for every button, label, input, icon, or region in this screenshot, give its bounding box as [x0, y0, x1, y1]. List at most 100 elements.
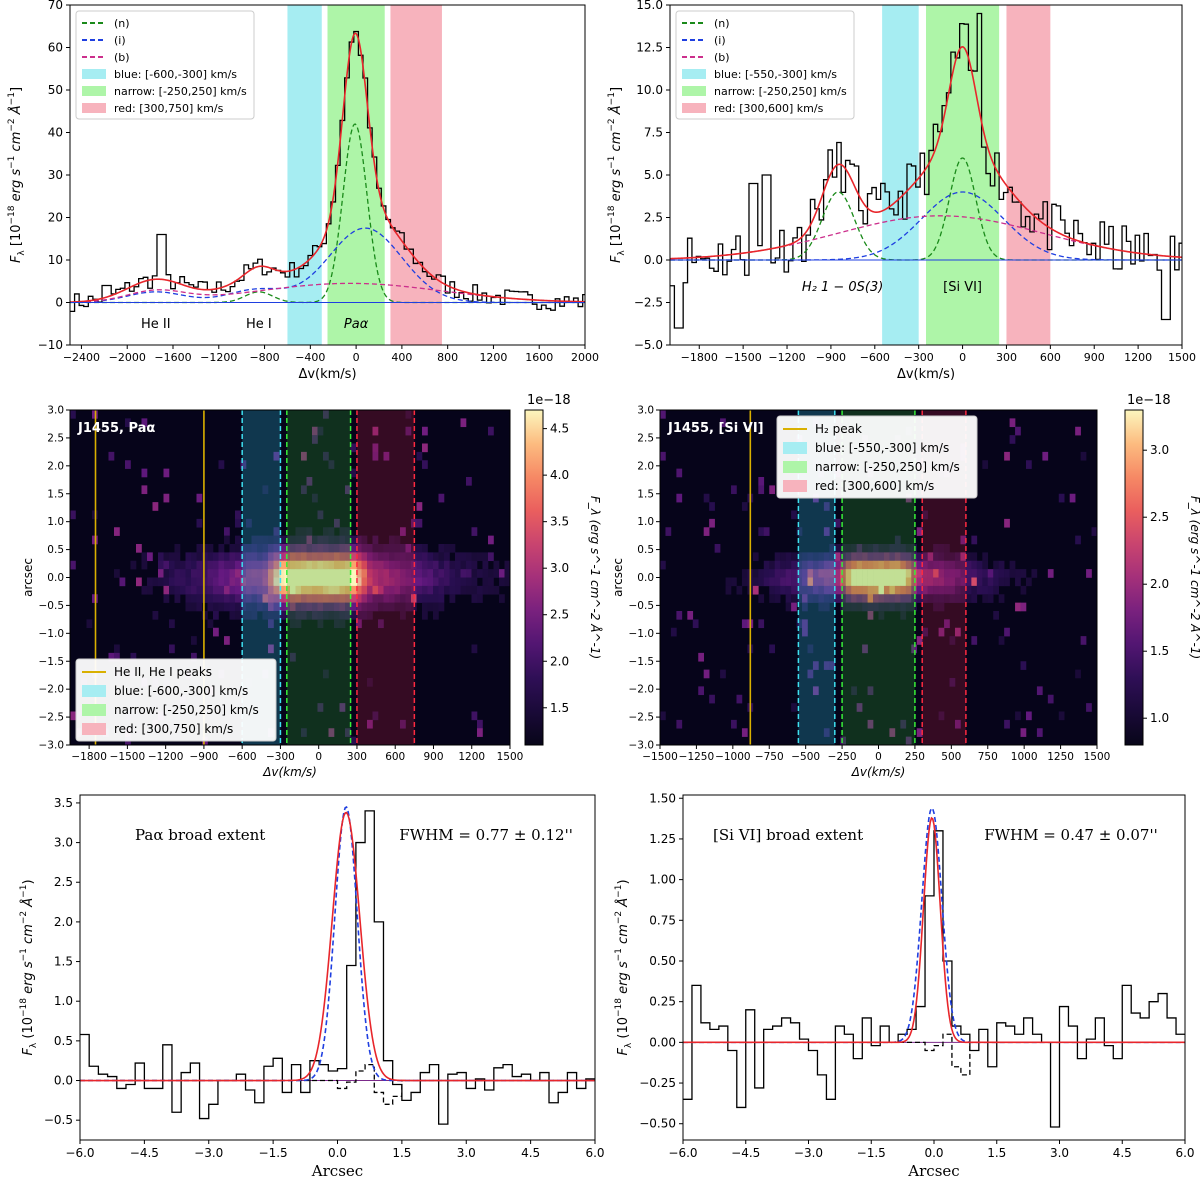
heatmap-cell [433, 569, 439, 578]
heatmap-cell [207, 560, 214, 570]
colorbar-exponent: 1e−18 [527, 393, 571, 408]
heatmap-cell [383, 585, 390, 595]
heatmap-cell [251, 602, 258, 612]
heatmap-cell [758, 527, 765, 536]
heatmap-cell [741, 728, 748, 737]
legend-label: narrow: [-250,250] km/s [114, 703, 259, 717]
heatmap-cell [856, 544, 863, 553]
x-tick-label: 1500 [1084, 751, 1111, 763]
heatmap-cell [769, 569, 776, 578]
heatmap-cell [829, 661, 836, 670]
heatmap-cell [372, 451, 379, 461]
heatmap-cell [1058, 493, 1065, 503]
heatmap-cell [894, 602, 901, 612]
heatmap-cell [438, 585, 445, 595]
y-tick-label: 3.5 [54, 796, 73, 810]
heatmap-cell [207, 602, 214, 612]
heatmap-cell [279, 611, 285, 620]
heatmap-cell [878, 560, 885, 570]
heatmap-cell [676, 493, 683, 503]
heatmap-cell [449, 560, 456, 570]
heatmap-cell [774, 569, 781, 578]
heatmap-cell [1069, 493, 1076, 503]
heatmap-cell [438, 577, 445, 587]
spatial-profile [80, 810, 595, 1125]
heatmap-cell [163, 493, 170, 503]
heatmap-cell [174, 569, 181, 578]
heatmap-cell [889, 577, 896, 587]
line-annotation: He I [246, 317, 272, 332]
heatmap-cell [455, 569, 461, 578]
heatmap-cell [251, 585, 258, 595]
heatmap-cell [147, 585, 153, 595]
heatmap-cell [449, 544, 456, 553]
heatmap-cell [758, 485, 765, 495]
x-tick-label: 1.5 [987, 1146, 1006, 1160]
legend-label: red: [300,750] km/s [114, 722, 233, 736]
heatmap-cell [873, 544, 879, 553]
heatmap-cell [987, 585, 994, 595]
heatmap-cell [279, 544, 285, 553]
heatmap-cell [361, 569, 368, 578]
heatmap-cell [317, 611, 324, 620]
heatmap-cell [769, 485, 776, 495]
heatmap-cell [323, 410, 329, 419]
heatmap-cell [301, 602, 307, 612]
heatmap-cell [758, 569, 765, 578]
heatmap-cell [1009, 418, 1016, 428]
heatmap-cell [361, 544, 368, 553]
heatmap-cell [818, 560, 825, 570]
y-tick-label: −2.0 [39, 684, 65, 696]
heatmap-cell [334, 577, 340, 587]
x-tick-label: −300 [904, 351, 934, 364]
heatmap-cell [191, 594, 197, 603]
ylabel-part: λ [617, 250, 627, 256]
heatmap-cell [438, 493, 445, 503]
heatmap-cell [944, 544, 950, 553]
heatmap-cell [229, 602, 236, 612]
heatmap-cell [460, 569, 467, 578]
heatmap-cell [196, 560, 203, 570]
heatmap-cell [427, 552, 434, 562]
heatmap-cell [878, 569, 885, 578]
heatmap-cell [152, 611, 159, 620]
heatmap-cell [944, 569, 950, 578]
heatmap-cell [987, 577, 994, 587]
x-tick-label: 1.5 [392, 1146, 411, 1160]
heatmap-cell [389, 560, 395, 570]
heatmap-cell [312, 577, 318, 587]
heatmap-cell [279, 560, 285, 570]
ylabel-part: −1 [7, 92, 17, 105]
heatmap-cell [268, 644, 274, 654]
heatmap-cell [328, 560, 335, 570]
heatmap-cell [883, 602, 890, 612]
legend-swatch [682, 103, 706, 113]
heatmap-cell [169, 585, 175, 595]
heatmap-cell [350, 443, 357, 453]
heatmap-cell [306, 560, 313, 570]
heatmap-cell [460, 552, 467, 562]
heatmap-cell [889, 594, 896, 603]
heatmap-cell [394, 585, 401, 595]
y-axis-label: arcsec [21, 558, 35, 597]
heatmap-cell [119, 577, 126, 587]
heatmap-cell [185, 569, 192, 578]
x-tick-label: −2400 [63, 351, 100, 364]
heatmap-cell [823, 728, 830, 737]
heatmap-cell [400, 585, 406, 595]
x-tick-label: 4.5 [521, 1146, 540, 1160]
heatmap-cell [339, 544, 346, 553]
heatmap-cell [141, 585, 148, 595]
heatmap-cell [317, 594, 324, 603]
ylabel-part: cm [609, 132, 624, 156]
heatmap-cell [845, 560, 852, 570]
legend: He II, He I peaks blue: [-600,-300] km/s n… [75, 658, 277, 742]
heatmap-cell [350, 560, 357, 570]
heatmap-cell [796, 585, 803, 595]
heatmap-cell [900, 594, 907, 603]
heatmap-cell [323, 560, 329, 570]
legend-label: narrow: [-250,250] km/s [114, 85, 247, 98]
heatmap-cell [323, 535, 329, 545]
heatmap-cell [845, 602, 852, 612]
heatmap-cell [70, 510, 76, 520]
